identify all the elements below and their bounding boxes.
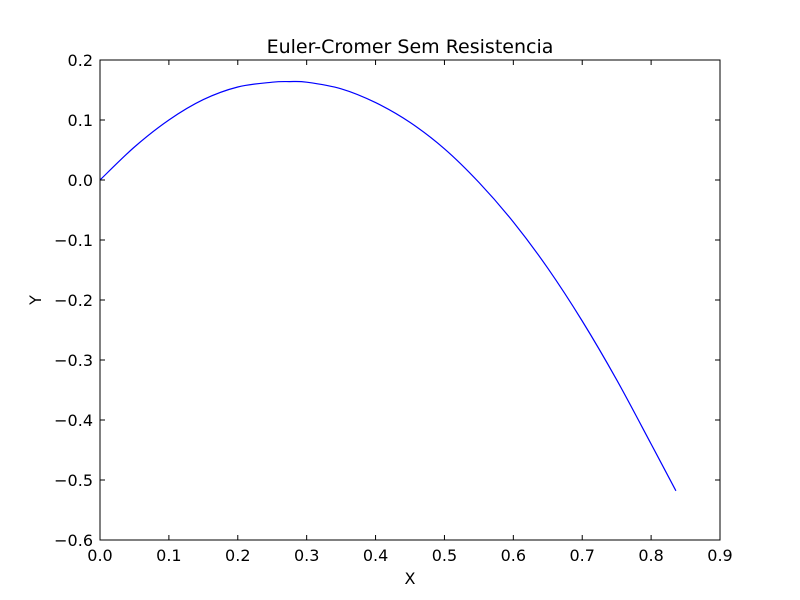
y-tick-label: 0.2 <box>68 51 93 70</box>
x-tick-label: 0.5 <box>432 546 457 565</box>
plot-frame <box>99 59 721 541</box>
y-tick-label: −0.3 <box>54 351 93 370</box>
y-axis-label: Y <box>26 295 45 306</box>
y-tick-label: 0.1 <box>68 111 93 130</box>
series-line-0 <box>99 80 677 492</box>
x-tick-label: 0.6 <box>501 546 526 565</box>
x-tick-label: 0.4 <box>363 546 388 565</box>
y-tick-label: −0.2 <box>54 291 93 310</box>
y-tick-label: −0.1 <box>54 231 93 250</box>
y-tick-label: −0.4 <box>54 411 93 430</box>
x-tick-label: 0.9 <box>707 546 732 565</box>
x-tick-label: 0.3 <box>294 546 319 565</box>
y-tick-label: −0.6 <box>54 531 93 550</box>
x-tick-label: 0.0 <box>87 546 112 565</box>
y-tick-label: 0.0 <box>68 171 93 190</box>
x-tick-label: 0.2 <box>225 546 250 565</box>
y-tick-label: −0.5 <box>54 471 93 490</box>
chart-title: Euler-Cromer Sem Resistencia <box>267 36 554 58</box>
x-axis-label: X <box>405 569 416 588</box>
plot-area <box>99 80 677 492</box>
axis-ticks: 0.0 0.1 0.2 0.3 0.4 0.5 0.6 0.7 0.8 0.9 −0.6 −0.5 −0… <box>54 51 733 565</box>
x-tick-label: 0.8 <box>638 546 663 565</box>
x-tick-label: 0.1 <box>156 546 181 565</box>
x-tick-label: 0.7 <box>569 546 594 565</box>
